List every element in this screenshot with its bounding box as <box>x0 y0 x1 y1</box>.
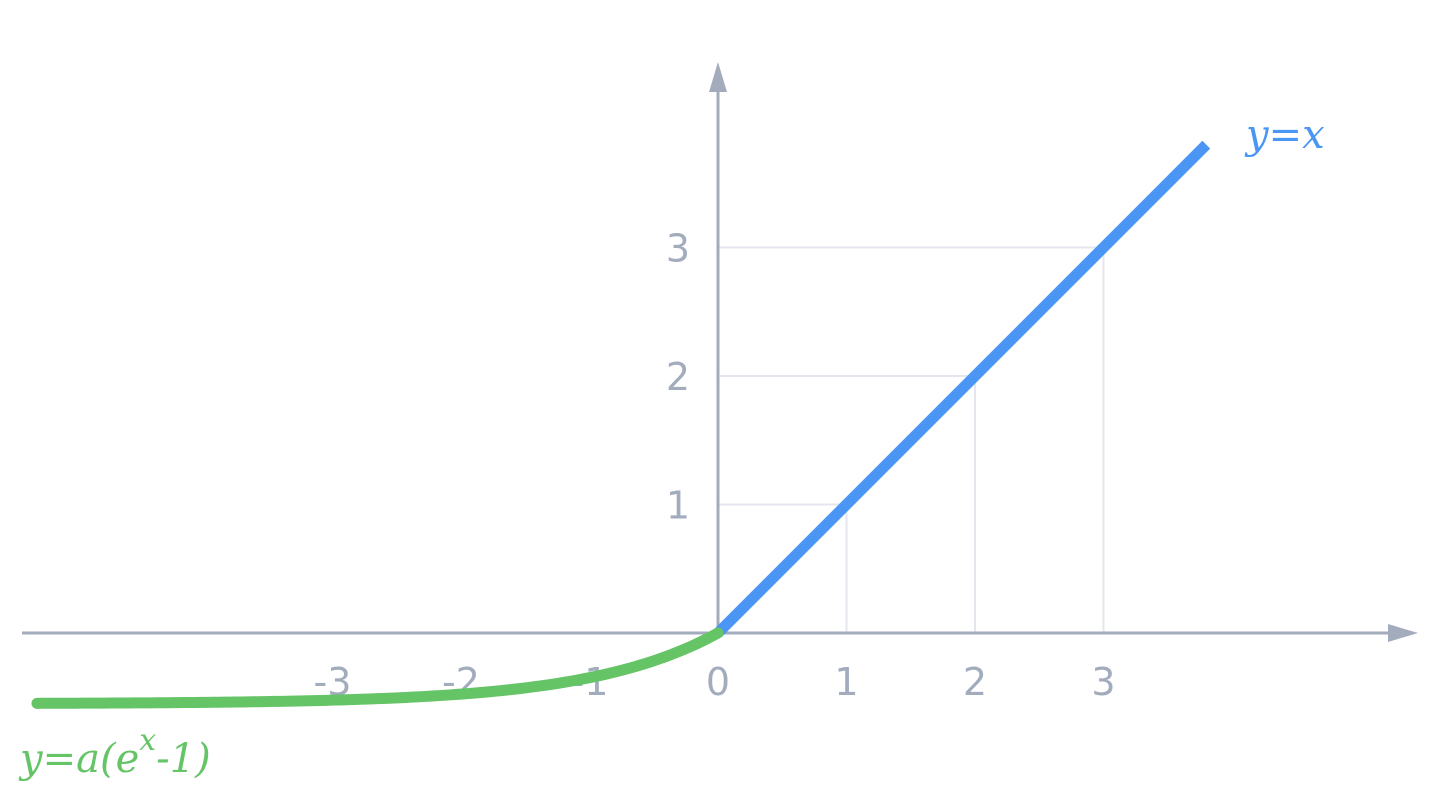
linear-curve-label: y=x <box>1244 112 1325 158</box>
x-tick-label: 3 <box>1091 660 1115 704</box>
y-axis-arrow <box>709 62 727 92</box>
elu-curve-label: y=a(ex-1) <box>18 723 211 782</box>
x-axis-arrow <box>1388 624 1418 642</box>
grid-lines <box>718 246 1105 633</box>
linear-series-line <box>714 140 1211 637</box>
elu-series-line <box>31 627 724 709</box>
y-tick-label: 3 <box>666 227 690 271</box>
series-lines <box>31 140 1211 709</box>
curve-labels: y=x y=a(ex-1) <box>18 112 1325 782</box>
elu-label-superscript: x <box>139 723 156 758</box>
x-tick-label: 0 <box>706 660 730 704</box>
x-tick-label: 1 <box>834 660 858 704</box>
elu-label-prefix: y=a(e <box>18 736 139 782</box>
elu-label-suffix: -1) <box>156 736 211 782</box>
x-tick-label: 2 <box>963 660 987 704</box>
y-tick-label: 1 <box>666 484 690 528</box>
y-tick-label: 2 <box>666 355 690 399</box>
